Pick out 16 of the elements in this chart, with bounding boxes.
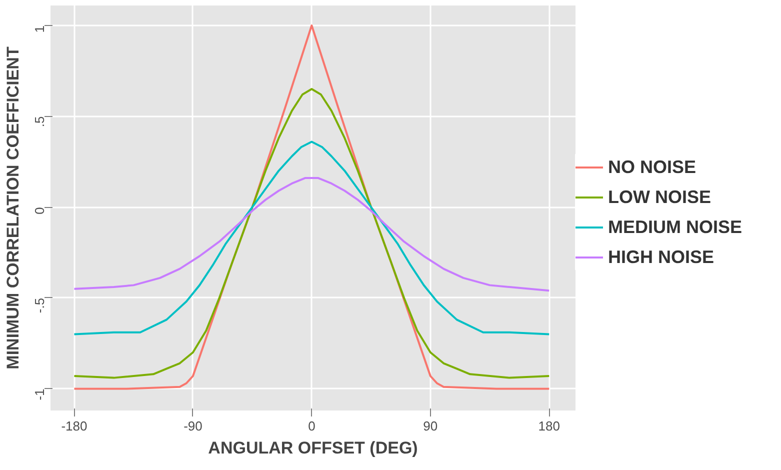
y-tick-label: 0 bbox=[32, 207, 47, 214]
y-tick-label: -.5 bbox=[32, 298, 47, 314]
x-tick-label: 90 bbox=[423, 418, 438, 434]
y-tick-label: -1 bbox=[32, 388, 47, 400]
y-tick-label: .5 bbox=[32, 116, 47, 128]
x-tick-label: -180 bbox=[61, 418, 88, 434]
y-tick-label: 1 bbox=[32, 25, 47, 33]
legend-label: LOW NOISE bbox=[608, 186, 711, 208]
legend-label: MEDIUM NOISE bbox=[608, 216, 742, 238]
x-tick-label: 180 bbox=[538, 418, 560, 434]
y-axis-title: MINIMUM CORRELATION COEFFICIENT bbox=[4, 46, 22, 370]
legend-label: HIGH NOISE bbox=[608, 246, 714, 268]
legend-label: NO NOISE bbox=[608, 156, 696, 178]
x-axis-title: ANGULAR OFFSET (DEG) bbox=[208, 438, 418, 458]
x-tick-label: 0 bbox=[308, 418, 316, 434]
x-tick-label: -90 bbox=[184, 418, 202, 434]
